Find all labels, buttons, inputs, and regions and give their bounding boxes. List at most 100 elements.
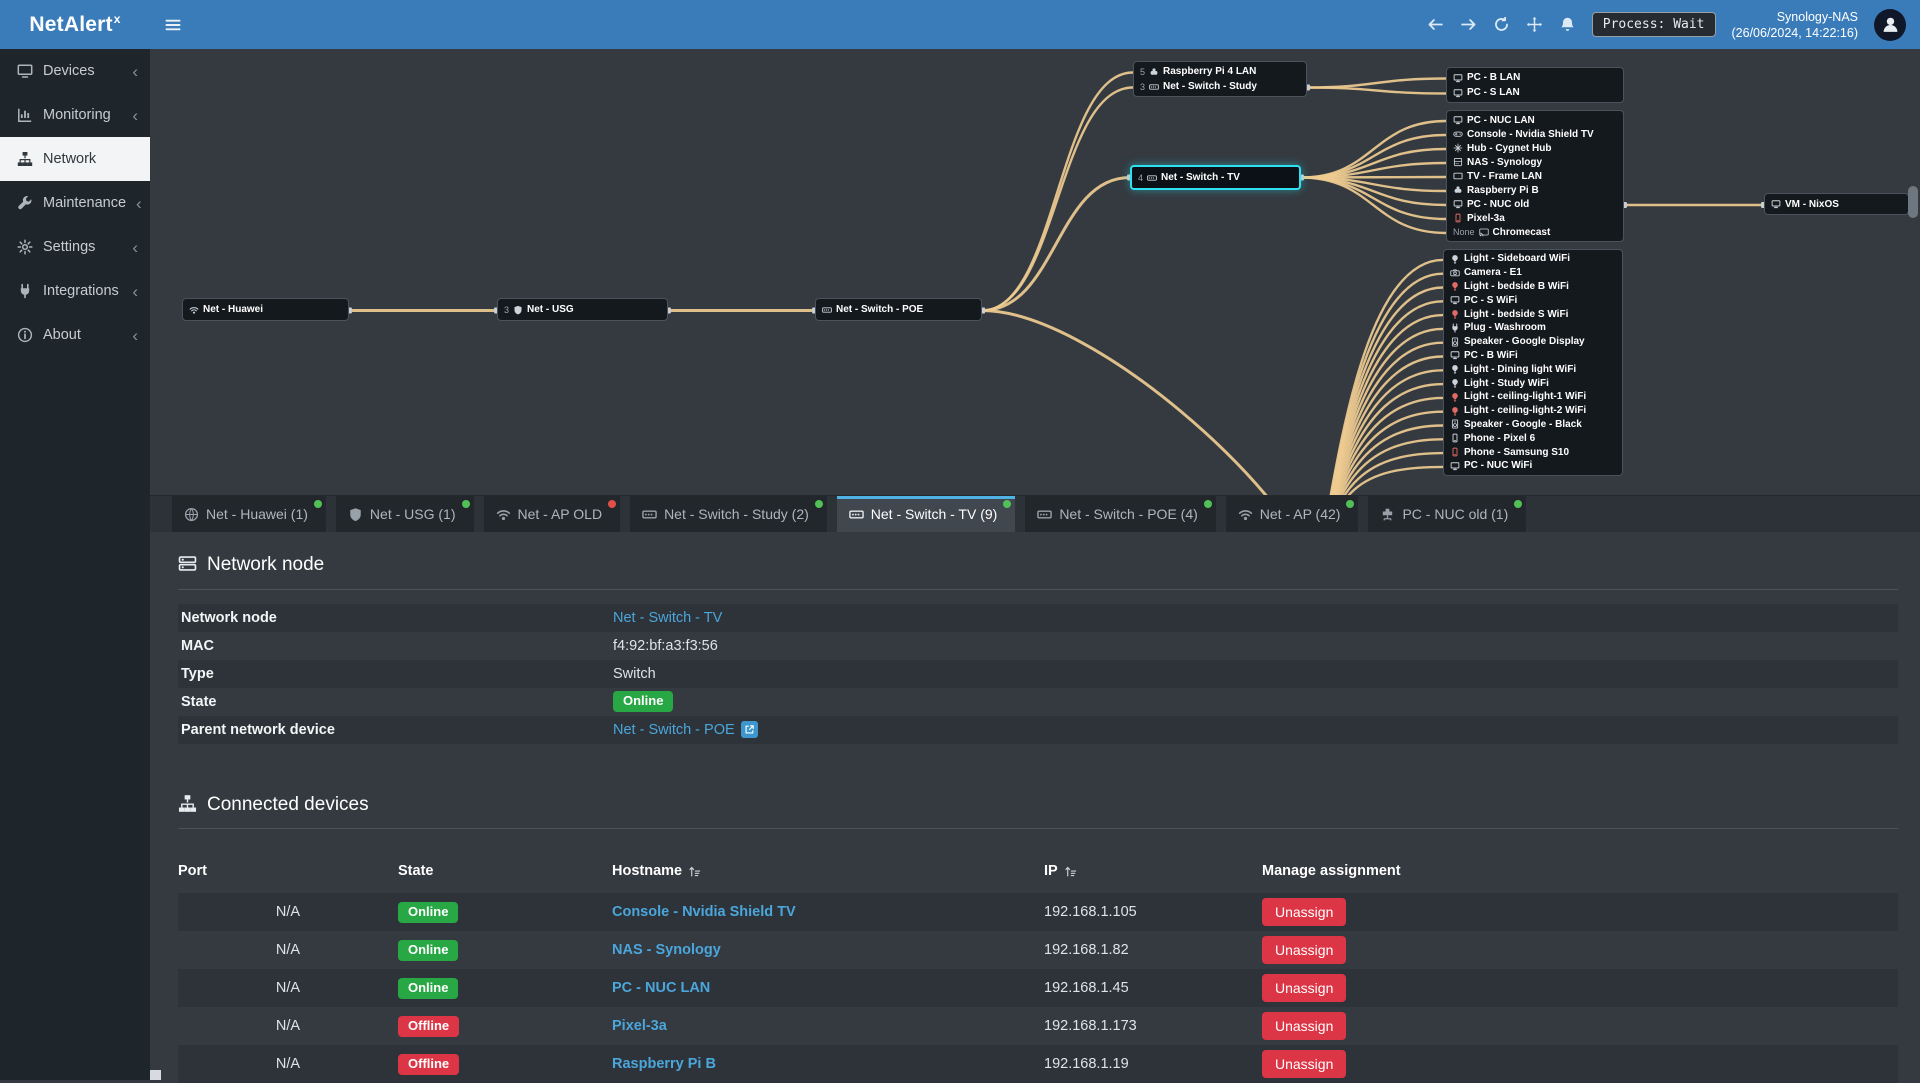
diagram-node-tvframe[interactable]: TV - Frame LAN	[1447, 169, 1623, 183]
diagram-node-nucold[interactable]: PC - NUC old	[1447, 197, 1623, 211]
diagram-node-pc-nuc-lan[interactable]: PC - NUC LAN	[1447, 113, 1623, 127]
pan-mode-button[interactable]	[1526, 16, 1543, 33]
diagram-node-camera-e1[interactable]: Camera - E1	[1444, 266, 1622, 280]
raspberry-icon	[1149, 67, 1159, 77]
notifications-bell-button[interactable]	[1559, 16, 1576, 33]
diagram-node-bedside-b[interactable]: Light - bedside B WiFi	[1444, 280, 1622, 294]
hostname-link[interactable]: Pixel-3a	[612, 1018, 667, 1034]
diagram-node-console[interactable]: Console - Nvidia Shield TV	[1447, 127, 1623, 141]
unassign-button[interactable]: Unassign	[1262, 1012, 1346, 1040]
node-label: Phone - Samsung S10	[1464, 447, 1569, 458]
info-label: Parent network device	[178, 722, 613, 738]
tab-net-switch-study[interactable]: Net - Switch - Study (2)	[630, 496, 827, 532]
node-label: Net - Switch - TV	[1161, 172, 1240, 183]
nav-forward-button[interactable]	[1460, 16, 1477, 33]
diagram-node-nuc-wifi[interactable]: PC - NUC WiFi	[1444, 459, 1622, 473]
sidebar-toggle-button[interactable]	[150, 0, 196, 49]
column-header-ip[interactable]: IP	[1044, 863, 1262, 879]
diagram-node-pcs-lan[interactable]: PC - S LAN	[1447, 85, 1623, 100]
user-avatar[interactable]	[1874, 9, 1906, 41]
hostname-link[interactable]: NAS - Synology	[612, 942, 721, 958]
scrollbar-thumb[interactable]	[1908, 186, 1918, 218]
diagram-node-spk-display[interactable]: Speaker - Google Display	[1444, 335, 1622, 349]
diagram-node-nas[interactable]: NAS - Synology	[1447, 155, 1623, 169]
diagram-node-pcs-wifi[interactable]: PC - S WiFi	[1444, 293, 1622, 307]
host-timestamp: (26/06/2024, 14:22:16)	[1732, 25, 1859, 41]
node-label: PC - B WiFi	[1464, 350, 1518, 361]
hostname-link[interactable]: Raspberry Pi B	[612, 1056, 716, 1072]
hamburger-icon	[164, 16, 182, 34]
node-label: Light - Sideboard WiFi	[1464, 253, 1570, 264]
tab-net-switch-tv[interactable]: Net - Switch - TV (9)	[837, 496, 1016, 532]
ethernet-icon	[1380, 507, 1395, 522]
diagram-node-dining[interactable]: Light - Dining light WiFi	[1444, 362, 1622, 376]
column-header-hostname[interactable]: Hostname	[612, 863, 1044, 879]
diagram-node-pcb-wifi[interactable]: PC - B WiFi	[1444, 349, 1622, 363]
port-cell: N/A	[178, 942, 398, 958]
diagram-node-hub[interactable]: Hub - Cygnet Hub	[1447, 141, 1623, 155]
diagram-node-ceiling1[interactable]: Light - ceiling-light-1 WiFi	[1444, 390, 1622, 404]
unassign-button[interactable]: Unassign	[1262, 974, 1346, 1002]
sidebar-item-maintenance[interactable]: Maintenance‹	[0, 181, 150, 225]
sidebar-item-network[interactable]: Network	[0, 137, 150, 181]
unassign-button[interactable]: Unassign	[1262, 1050, 1346, 1078]
tab-pc-nuc-old[interactable]: PC - NUC old (1)	[1368, 496, 1526, 532]
sidebar-item-integrations[interactable]: Integrations‹	[0, 269, 150, 313]
parent-node-link[interactable]: Net - Switch - POE	[613, 722, 735, 738]
hostname-link[interactable]: PC - NUC LAN	[612, 980, 710, 996]
diagram-node-pcb-lan[interactable]: PC - B LAN	[1447, 70, 1623, 85]
diagram-node-huawei[interactable]: Net - Huawei	[183, 301, 348, 318]
nav-back-button[interactable]	[1427, 16, 1444, 33]
tab-net-usg[interactable]: Net - USG (1)	[336, 496, 474, 532]
diagram-node-ceiling2[interactable]: Light - ceiling-light-2 WiFi	[1444, 404, 1622, 418]
chevron-left-icon: ‹	[132, 107, 138, 124]
diagram-node-bedside-s[interactable]: Light - bedside S WiFi	[1444, 307, 1622, 321]
diagram-node-plug-washroom[interactable]: Plug - Washroom	[1444, 321, 1622, 335]
sidebar-item-settings[interactable]: Settings‹	[0, 225, 150, 269]
node-label: Phone - Pixel 6	[1464, 433, 1535, 444]
diagram-node-s10[interactable]: Phone - Samsung S10	[1444, 445, 1622, 459]
external-link-icon[interactable]	[741, 721, 758, 738]
diagram-node-poe[interactable]: Net - Switch - POE	[816, 301, 981, 318]
node-link[interactable]: Net - Switch - TV	[613, 610, 722, 626]
diagram-node-spk-black[interactable]: Speaker - Google - Black	[1444, 418, 1622, 432]
tab-net-ap[interactable]: Net - AP (42)	[1226, 496, 1359, 532]
state-badge: Offline	[398, 1016, 459, 1037]
tab-label: Net - AP (42)	[1260, 506, 1341, 522]
tab-net-huawei[interactable]: Net - Huawei (1)	[172, 496, 326, 532]
tab-net-ap-old[interactable]: Net - AP OLD	[484, 496, 621, 532]
diagram-node-pixel3a[interactable]: Pixel-3a	[1447, 211, 1623, 225]
node-label: Camera - E1	[1464, 267, 1522, 278]
sidebar-item-about[interactable]: About‹	[0, 313, 150, 357]
diagram-node-sideboard[interactable]: Light - Sideboard WiFi	[1444, 252, 1622, 266]
pc-icon	[1453, 199, 1463, 209]
hostname-link[interactable]: Console - Nvidia Shield TV	[612, 904, 796, 920]
unassign-button[interactable]: Unassign	[1262, 936, 1346, 964]
ip-cell: 192.168.1.105	[1044, 904, 1262, 920]
phone-icon	[1450, 447, 1460, 457]
tab-net-switch-poe[interactable]: Net - Switch - POE (4)	[1025, 496, 1215, 532]
diagram-node-rpib[interactable]: Raspberry Pi B	[1447, 183, 1623, 197]
unassign-button[interactable]: Unassign	[1262, 898, 1346, 926]
topology-edge	[1307, 88, 1446, 94]
refresh-button[interactable]	[1493, 16, 1510, 33]
status-dot-green	[1204, 500, 1212, 508]
sidebar-item-devices[interactable]: Devices‹	[0, 49, 150, 93]
diagram-node-study-light[interactable]: Light - Study WiFi	[1444, 376, 1622, 390]
sidebar-item-monitoring[interactable]: Monitoring‹	[0, 93, 150, 137]
speaker-icon	[1450, 337, 1460, 347]
topology-edge	[982, 311, 1316, 496]
diagram-node-pixel6[interactable]: Phone - Pixel 6	[1444, 431, 1622, 445]
diagram-node-nixos[interactable]: VM - NixOS	[1765, 196, 1908, 212]
process-status-badge[interactable]: Process: Wait	[1592, 12, 1716, 37]
